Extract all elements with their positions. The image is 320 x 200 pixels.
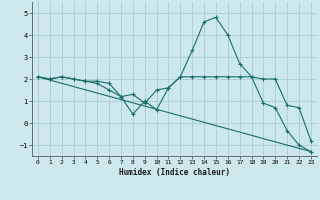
X-axis label: Humidex (Indice chaleur): Humidex (Indice chaleur) [119, 168, 230, 177]
